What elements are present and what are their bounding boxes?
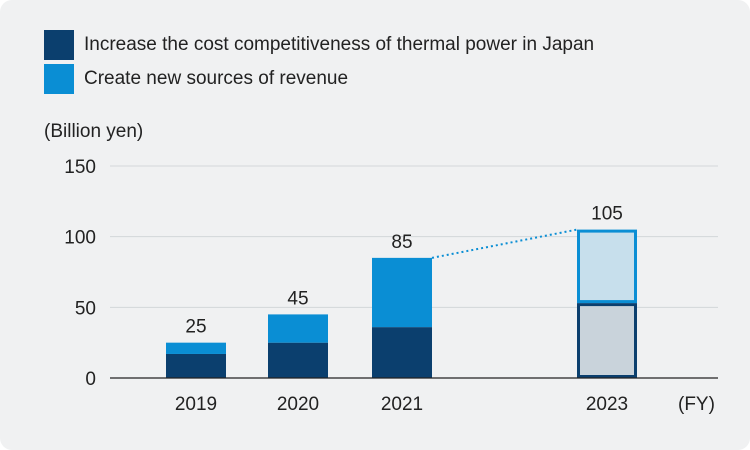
bar-2019-series-1 (166, 342, 226, 354)
x-tick-label-2019: 2019 (175, 394, 217, 415)
y-tick-label-0: 0 (85, 369, 96, 390)
bar-2021-series-1 (372, 257, 432, 328)
total-label-2019: 25 (185, 317, 206, 338)
y-tick-label-100: 100 (64, 228, 96, 249)
bar-2023-series-1 (577, 229, 637, 304)
total-label-2020: 45 (287, 288, 308, 309)
bar-2020-series-1 (268, 314, 328, 343)
bar-2023-series-0 (577, 303, 637, 378)
bar-2021-series-0 (372, 327, 432, 378)
legend-swatch-thermal (44, 30, 74, 60)
x-tick-label-2020: 2020 (277, 394, 319, 415)
y-axis-label: (Billion yen) (44, 121, 143, 142)
legend-label-revenue: Create new sources of revenue (84, 68, 349, 89)
legend-label-thermal: Increase the cost competitiveness of the… (84, 34, 595, 55)
total-label-2023: 105 (591, 204, 623, 225)
total-label-2021: 85 (391, 232, 412, 253)
bar-2019-series-0 (166, 353, 226, 378)
x-tick-label-2023: 2023 (586, 394, 628, 415)
x-axis-label: (FY) (678, 394, 715, 415)
legend-item-revenue: Create new sources of revenue (44, 62, 348, 96)
x-tick-label-2021: 2021 (381, 394, 423, 415)
legend-swatch-revenue (44, 64, 74, 94)
bar-2020-series-0 (268, 342, 328, 378)
y-tick-label-50: 50 (75, 298, 96, 319)
trend-connector-line (431, 228, 578, 259)
y-tick-label-150: 150 (64, 157, 96, 178)
legend-item-thermal: Increase the cost competitiveness of the… (44, 28, 594, 62)
